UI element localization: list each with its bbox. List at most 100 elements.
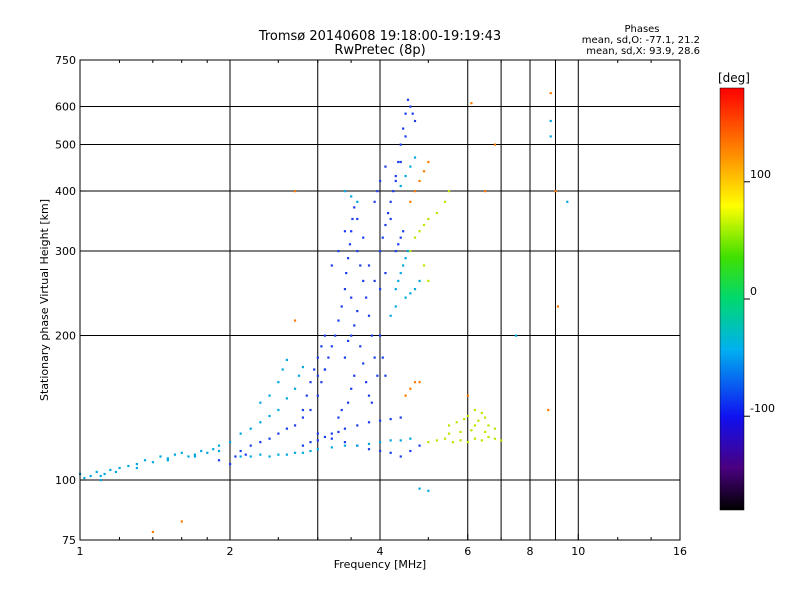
data-point — [89, 474, 92, 478]
data-point — [389, 451, 392, 454]
data-point — [397, 160, 400, 164]
data-point — [394, 174, 397, 178]
data-point — [389, 439, 392, 442]
data-point — [348, 243, 352, 246]
data-point — [239, 455, 242, 458]
y-axis-label: Stationary phase Virtual Height [km] — [38, 199, 51, 401]
data-point — [466, 414, 469, 418]
data-point — [268, 455, 271, 458]
colorbar-tick-label: 0 — [750, 285, 757, 298]
data-point — [367, 394, 371, 397]
data-point — [180, 520, 183, 523]
data-point — [404, 174, 407, 178]
data-point — [268, 394, 271, 397]
data-point — [229, 441, 232, 444]
data-point — [418, 230, 421, 233]
x-tick-label: 16 — [673, 545, 687, 558]
data-point — [370, 334, 373, 337]
data-point — [367, 448, 371, 451]
data-point — [259, 401, 262, 404]
data-point — [379, 250, 382, 253]
data-point — [487, 424, 490, 427]
y-tick-label: 600 — [55, 101, 76, 114]
data-point — [500, 439, 503, 442]
data-point — [293, 387, 297, 390]
data-point — [309, 381, 312, 384]
data-point — [345, 271, 348, 275]
x-axis-label: Frequency [MHz] — [334, 558, 426, 571]
data-point — [135, 466, 138, 470]
data-point — [249, 444, 252, 447]
data-point — [365, 381, 368, 384]
data-point — [447, 432, 451, 435]
data-point — [83, 476, 86, 480]
data-point — [285, 358, 288, 362]
data-point — [384, 271, 387, 275]
data-point — [386, 212, 390, 215]
data-point — [404, 135, 407, 138]
data-point — [316, 448, 319, 451]
data-point — [384, 165, 387, 168]
data-point — [413, 236, 417, 239]
data-point — [268, 414, 271, 418]
data-point — [409, 437, 412, 440]
data-point — [394, 179, 397, 183]
data-point — [404, 296, 407, 299]
data-point — [103, 472, 106, 476]
data-point — [409, 250, 412, 253]
data-point — [399, 160, 402, 164]
data-point — [293, 424, 297, 427]
data-point — [285, 453, 288, 456]
data-point — [447, 190, 451, 193]
data-point — [406, 250, 410, 253]
data-point — [399, 236, 402, 239]
data-point — [418, 444, 421, 447]
data-point — [399, 455, 402, 458]
data-point — [435, 439, 438, 442]
data-point — [173, 453, 177, 456]
x-tick-label: 1 — [77, 545, 84, 558]
data-point — [206, 451, 209, 454]
data-point — [340, 305, 343, 308]
data-point — [346, 257, 350, 260]
data-point — [281, 368, 284, 371]
data-point — [466, 441, 469, 444]
data-point — [309, 441, 312, 444]
data-point — [418, 381, 421, 384]
data-point — [151, 461, 155, 464]
data-point — [404, 394, 407, 397]
data-point — [473, 424, 477, 427]
data-point — [365, 296, 368, 299]
data-point — [323, 368, 327, 371]
data-point — [293, 319, 297, 322]
data-point — [459, 430, 462, 434]
data-point — [409, 165, 412, 168]
grid-lines — [80, 60, 680, 540]
y-tick-label: 200 — [55, 330, 76, 343]
data-point — [350, 195, 353, 198]
data-point — [343, 427, 347, 430]
data-point — [343, 356, 347, 359]
data-point — [193, 455, 197, 458]
data-point — [320, 345, 323, 348]
data-point — [484, 416, 487, 419]
data-point — [217, 459, 221, 462]
data-point — [301, 408, 305, 412]
data-point — [244, 453, 247, 456]
data-point — [234, 455, 237, 458]
data-point — [466, 394, 469, 397]
data-point — [394, 305, 397, 308]
data-point — [427, 217, 430, 221]
data-point — [301, 416, 305, 419]
data-point — [413, 288, 417, 291]
data-point — [493, 437, 497, 440]
data-point — [259, 441, 262, 444]
data-point — [239, 432, 242, 435]
data-point — [301, 451, 305, 454]
data-point — [406, 98, 410, 101]
data-point — [409, 105, 412, 108]
data-point — [350, 230, 353, 233]
data-point — [330, 345, 333, 348]
data-point — [327, 356, 330, 359]
